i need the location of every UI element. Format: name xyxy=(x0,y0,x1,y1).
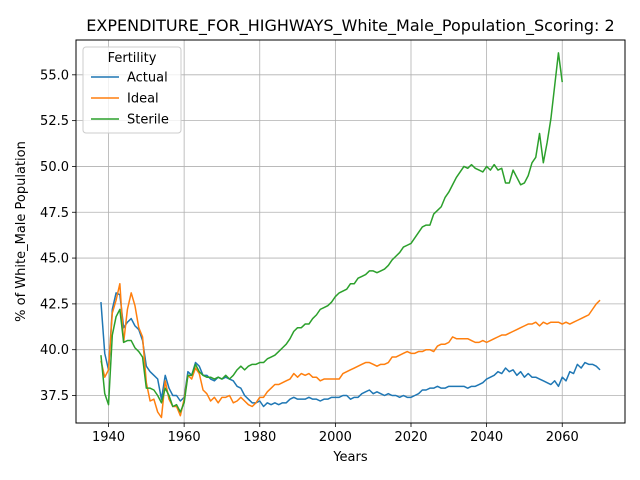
legend: Fertility Actual Ideal Sterile xyxy=(83,47,181,133)
chart-title: EXPENDITURE_FOR_HIGHWAYS_White_Male_Popu… xyxy=(86,16,614,36)
y-tick-label: 42.5 xyxy=(40,297,69,312)
y-tick-label: 55.0 xyxy=(40,68,69,83)
y-tick-label: 40.0 xyxy=(40,343,69,358)
x-tick-label: 2040 xyxy=(470,430,503,445)
legend-label-ideal: Ideal xyxy=(127,92,159,107)
x-tick-label: 2020 xyxy=(394,430,427,445)
x-tick-label: 1960 xyxy=(168,430,201,445)
x-tick-label: 1940 xyxy=(92,430,125,445)
y-tick-label: 47.5 xyxy=(40,206,69,221)
x-axis-label: Years xyxy=(332,450,368,465)
legend-label-actual: Actual xyxy=(127,71,168,86)
legend-label-sterile: Sterile xyxy=(127,113,169,128)
legend-title: Fertility xyxy=(108,51,157,66)
y-tick-label: 50.0 xyxy=(40,160,69,175)
y-tick-label: 37.5 xyxy=(40,389,69,404)
y-tick-label: 45.0 xyxy=(40,252,69,267)
x-tick-label: 2060 xyxy=(546,430,579,445)
x-tick-label: 1980 xyxy=(243,430,276,445)
y-tick-label: 52.5 xyxy=(40,114,69,129)
y-axis-label: % of White_Male Population xyxy=(14,141,29,322)
x-tick-label: 2000 xyxy=(319,430,352,445)
